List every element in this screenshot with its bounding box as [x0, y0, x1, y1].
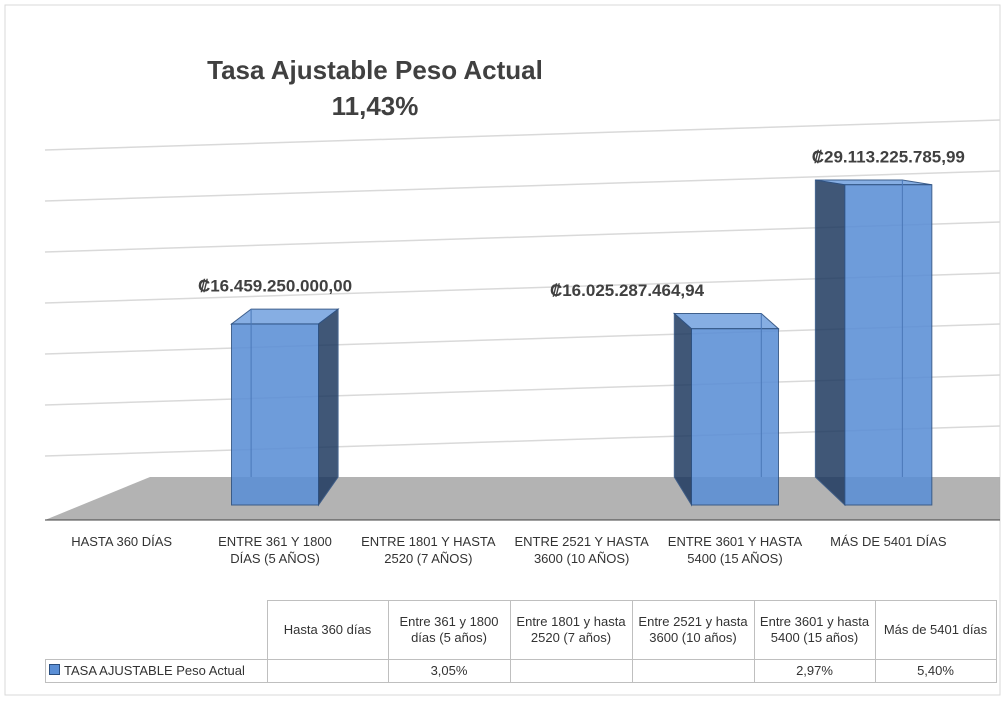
chart-border	[4, 4, 1001, 696]
x-tick-label: ENTRE 2521 Y HASTA 3600 (10 AÑOS)	[514, 534, 649, 566]
legend-label: TASA AJUSTABLE Peso Actual	[64, 663, 245, 678]
chart-subtitle: 11,43%	[332, 91, 419, 121]
table-data-row: TASA AJUSTABLE Peso Actual 3,05% 2,97% 5,40…	[45, 659, 997, 683]
table-cell	[631, 659, 755, 683]
table-corner	[46, 601, 268, 660]
bar-front	[691, 328, 779, 506]
data-label: ₡29.113.225.785,99	[812, 148, 965, 167]
table-column-header: Más de 5401 días	[874, 600, 997, 660]
data-label: ₡16.025.287.464,94	[550, 281, 705, 300]
x-tick-label: HASTA 360 DÍAS	[71, 534, 173, 549]
data-label: ₡16.459.250.000,00	[198, 277, 352, 296]
table-column-header: Entre 1801 y hasta 2520 (7 años)	[509, 600, 633, 660]
table-header-row: Hasta 360 días Entre 361 y 1800 días (5 a…	[46, 600, 997, 660]
bar	[814, 179, 933, 507]
bar-top	[672, 313, 780, 330]
x-tick-label: ENTRE 361 Y 1800 DÍAS (5 AÑOS)	[218, 534, 332, 566]
table-column-header: Entre 3601 y hasta 5400 (15 años)	[753, 600, 876, 660]
table-series-name: TASA AJUSTABLE Peso Actual	[45, 659, 268, 683]
bar-side	[814, 179, 846, 507]
table-column-header: Entre 2521 y hasta 3600 (10 años)	[631, 600, 755, 660]
table-column-header: Hasta 360 días	[266, 600, 389, 660]
bar-side	[318, 308, 339, 507]
table-cell: 5,40%	[874, 659, 997, 683]
bar-top	[230, 308, 340, 325]
x-tick-label: ENTRE 3601 Y HASTA 5400 (15 AÑOS)	[667, 534, 803, 566]
table-cell: 2,97%	[753, 659, 876, 683]
chart-title: Tasa Ajustable Peso Actual	[207, 55, 543, 85]
table-column-header: Entre 361 y 1800 días (5 años)	[387, 600, 511, 660]
x-tick-label: ENTRE 1801 Y HASTA 2520 (7 AÑOS)	[361, 534, 496, 566]
bar	[230, 308, 340, 507]
table-cell	[509, 659, 633, 683]
table-cell	[266, 659, 389, 683]
grid-line	[44, 119, 1001, 151]
x-tick-label: MÁS DE 5401 DÍAS	[830, 534, 947, 549]
bar-side	[673, 312, 692, 507]
bar-front	[844, 184, 933, 506]
grid-line	[44, 170, 1001, 202]
bar-front	[231, 323, 319, 506]
legend-key	[49, 664, 60, 675]
data-table: Hasta 360 días Entre 361 y 1800 días (5 a…	[45, 600, 997, 683]
bar	[672, 312, 780, 507]
table-cell: 3,05%	[387, 659, 511, 683]
